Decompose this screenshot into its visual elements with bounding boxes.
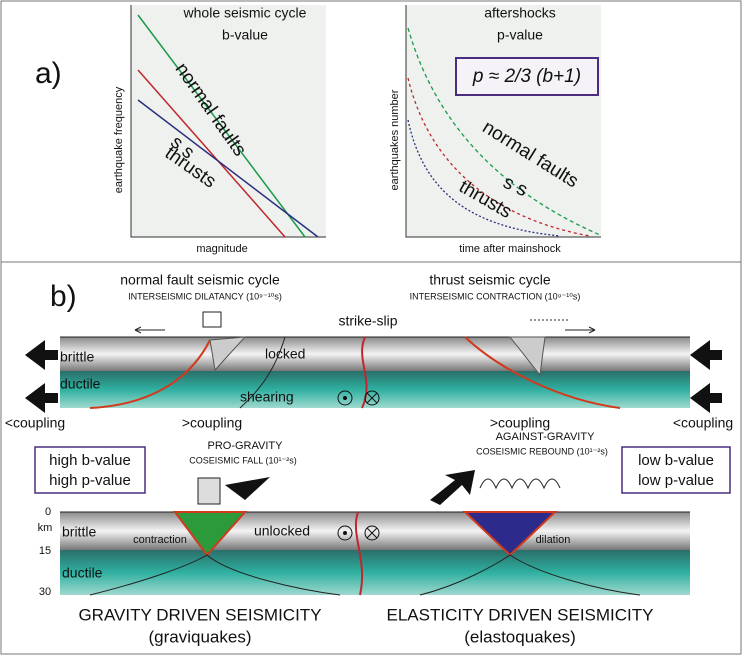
into-plane xyxy=(366,392,378,404)
caption: (graviquakes) xyxy=(149,627,252,646)
wedge xyxy=(462,511,558,557)
brittle-layer xyxy=(60,337,690,371)
curve xyxy=(137,14,306,238)
axes xyxy=(405,5,601,238)
box-text: high b-value xyxy=(49,452,131,469)
out-of-plane xyxy=(343,396,347,400)
fault-state: shearing xyxy=(240,389,294,405)
big-arrow xyxy=(25,340,58,370)
fault xyxy=(464,336,621,409)
x-axis-label: magnitude xyxy=(196,243,247,255)
box-text: low p-value xyxy=(638,472,714,489)
right-plot: aftershocks p-value p ≈ 2/3 (b+1) earthq… xyxy=(389,5,601,255)
depth-label: 15 xyxy=(39,545,51,557)
formula: p ≈ 2/3 (b+1) xyxy=(472,66,581,87)
formula-box xyxy=(455,57,599,96)
wedge-label: contraction xyxy=(133,534,187,546)
section-title: normal fault seismic cycle xyxy=(120,272,280,288)
box-text: low b-value xyxy=(638,452,714,469)
caption: (elastoquakes) xyxy=(464,627,576,646)
arrow xyxy=(565,326,596,334)
y-axis-label: earthquake frequency xyxy=(113,86,125,193)
curve xyxy=(407,77,591,237)
caption: ELASTICITY DRIVEN SEISMICITY xyxy=(386,605,653,624)
coupling-label: >coupling xyxy=(490,415,550,431)
fault xyxy=(89,339,211,409)
curve xyxy=(407,119,561,237)
spring-icon xyxy=(479,478,561,490)
panel-label: a) xyxy=(35,57,62,90)
big-arrow xyxy=(225,477,270,500)
mechanism-title: AGAINST-GRAVITY xyxy=(496,431,595,443)
plot-bg xyxy=(406,5,601,237)
box-text: high p-value xyxy=(49,472,131,489)
out-of-plane xyxy=(337,390,353,406)
top-crust xyxy=(25,311,722,413)
section-title: thrust seismic cycle xyxy=(429,272,551,288)
plot-bg xyxy=(131,5,326,237)
out-of-plane xyxy=(337,525,353,541)
plot-subtitle: p-value xyxy=(497,27,543,43)
big-arrow xyxy=(430,470,475,505)
weight-icon xyxy=(197,477,221,505)
curve xyxy=(137,99,319,238)
big-arrow xyxy=(690,340,722,370)
wedge-label: dilation xyxy=(536,534,571,546)
fault xyxy=(89,554,341,596)
depth-label: 0 xyxy=(45,506,51,518)
layer-label: brittle xyxy=(62,524,96,540)
value-box xyxy=(34,446,146,494)
into-plane xyxy=(366,527,378,539)
y-axis-label: earthquakes number xyxy=(389,89,401,190)
curve xyxy=(137,69,286,238)
coupling-label: <coupling xyxy=(5,415,65,431)
mechanism-title: PRO-GRAVITY xyxy=(208,440,284,452)
fault xyxy=(419,554,641,596)
layer-label: ductile xyxy=(62,565,103,581)
axes xyxy=(130,5,326,238)
ductile-layer xyxy=(60,371,690,408)
layer-label: brittle xyxy=(60,349,94,365)
plot-title: whole seismic cycle xyxy=(183,5,307,21)
caption: GRAVITY DRIVEN SEISMICITY xyxy=(78,605,321,624)
wedge-label: unlocked xyxy=(254,523,310,539)
plot-subtitle: b-value xyxy=(222,27,268,43)
fault-state: locked xyxy=(265,346,305,362)
into-plane xyxy=(364,390,380,406)
value-box xyxy=(621,446,731,494)
curve xyxy=(407,27,601,236)
weight-icon xyxy=(202,311,222,328)
arrow xyxy=(134,326,165,334)
out-of-plane xyxy=(343,531,347,535)
x-axis-label: time after mainshock xyxy=(459,243,561,255)
plot-title: aftershocks xyxy=(484,5,556,21)
fault xyxy=(354,511,364,596)
fault xyxy=(239,336,286,409)
brittle-layer xyxy=(60,512,690,550)
depth-label: 30 xyxy=(39,586,51,598)
into-plane xyxy=(364,525,380,541)
ductile-layer xyxy=(60,550,690,595)
big-arrow xyxy=(690,383,722,413)
panel-b-frame xyxy=(0,261,742,655)
wedge xyxy=(209,336,247,372)
mechanism-subtitle: COSEISMIC REBOUND (10¹⁻²s) xyxy=(476,446,608,456)
big-arrow xyxy=(25,383,58,413)
wedge xyxy=(508,336,546,377)
coupling-label: >coupling xyxy=(182,415,242,431)
depth-label: km xyxy=(38,522,53,534)
section-subtitle: INTERSEISMIC DILATANCY (10⁹⁻¹⁰s) xyxy=(128,291,282,301)
panel-label: b) xyxy=(50,280,77,313)
layer-label: ductile xyxy=(60,376,101,392)
strike-slip-label: strike-slip xyxy=(338,313,397,329)
coupling-label: <coupling xyxy=(673,415,733,431)
left-plot: whole seismic cycle b-value earthquake f… xyxy=(113,5,326,255)
wedge xyxy=(173,511,248,557)
bottom-crust xyxy=(60,470,690,596)
mechanism-subtitle: COSEISMIC FALL (10¹⁻²s) xyxy=(189,455,296,465)
section-subtitle: INTERSEISMIC CONTRACTION (10⁹⁻¹⁰s) xyxy=(410,291,581,301)
